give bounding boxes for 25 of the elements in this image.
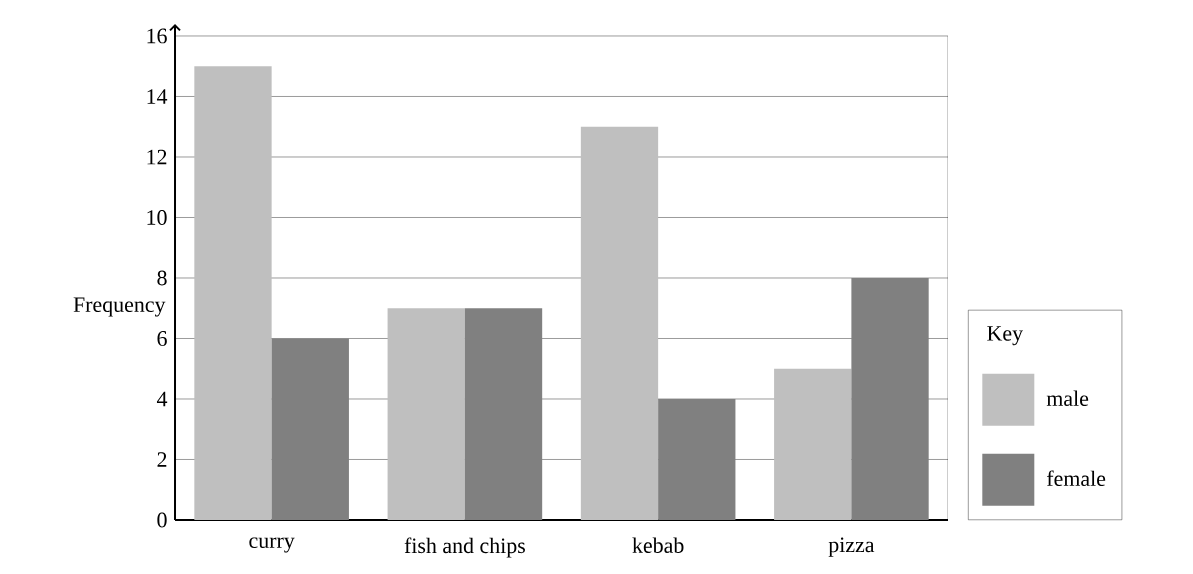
bar xyxy=(387,308,465,520)
bar xyxy=(194,66,272,520)
bar xyxy=(580,126,659,520)
y-tick-label: 16 xyxy=(147,28,167,44)
y-tick-label: 4 xyxy=(156,391,168,407)
x-tick-label: fish and chips xyxy=(404,537,525,558)
y-tick-label: 6 xyxy=(157,331,167,346)
y-tick-label: 0 xyxy=(157,512,167,528)
y-axis-title: Frequency xyxy=(73,297,166,317)
y-tick-label: 14 xyxy=(147,89,168,104)
legend-label: female xyxy=(1046,470,1106,487)
x-tick-label: pizza xyxy=(828,537,875,557)
y-tick-label: 10 xyxy=(147,210,167,225)
bar xyxy=(851,277,929,520)
bar xyxy=(774,368,852,520)
bar xyxy=(464,308,543,520)
y-tick-label: 8 xyxy=(157,270,167,286)
x-tick-label: curry xyxy=(249,537,295,553)
y-tick-label: 2 xyxy=(157,452,167,467)
y-tick-label: 12 xyxy=(147,149,167,165)
x-tick-label: kebab xyxy=(632,537,684,553)
bar xyxy=(658,398,736,520)
legend-title: Key xyxy=(987,326,1023,346)
legend-label: male xyxy=(1046,390,1089,406)
bar xyxy=(271,338,349,520)
